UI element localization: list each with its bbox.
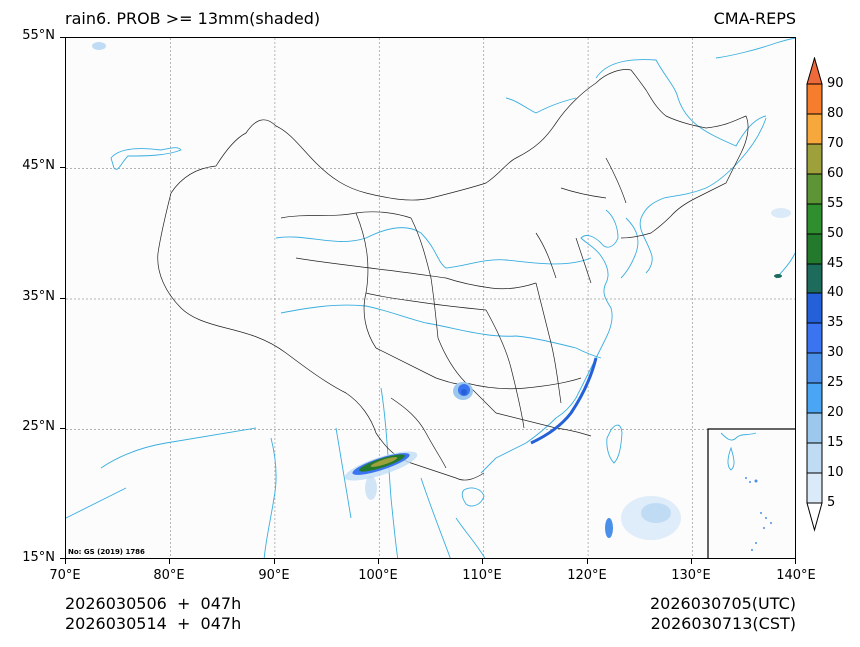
lon-tick-mark xyxy=(169,559,170,564)
lat-tick-mark xyxy=(60,167,65,168)
colorbar-label: 70 xyxy=(827,136,844,151)
lon-tick-mark xyxy=(378,559,379,564)
colorbar-label: 40 xyxy=(827,285,844,300)
colorbar-label: 80 xyxy=(827,106,844,121)
valid-time-block: 2026030705(UTC) 2026030713(CST) xyxy=(650,594,796,634)
colorbar-label: 5 xyxy=(827,495,836,510)
lon-tick-80: 80°E xyxy=(153,568,185,583)
lon-tick-100: 100°E xyxy=(358,568,398,583)
colorbar-label: 10 xyxy=(827,465,844,480)
colorbar-label: 20 xyxy=(827,405,844,420)
lat-tick-mark xyxy=(60,558,65,559)
lon-tick-70: 70°E xyxy=(49,568,81,583)
lon-tick-140: 140°E xyxy=(776,568,816,583)
colorbar-label: 55 xyxy=(827,196,844,211)
lon-tick-120: 120°E xyxy=(567,568,607,583)
lon-tick-mark xyxy=(691,559,692,564)
colorbar-label: 35 xyxy=(827,315,844,330)
map-approval-note: No: GS (2019) 1786 xyxy=(68,548,145,556)
colorbar-label: 30 xyxy=(827,345,844,360)
lat-tick-25: 25°N xyxy=(22,419,55,434)
map-title: rain6. PROB >= 13mm(shaded) xyxy=(65,9,321,28)
colorbar xyxy=(806,57,824,533)
map-panel xyxy=(65,37,796,559)
lat-tick-mark xyxy=(60,428,65,429)
lon-tick-mark xyxy=(795,559,796,564)
lon-tick-130: 130°E xyxy=(671,568,711,583)
colorbar-label: 15 xyxy=(827,435,844,450)
lon-tick-110: 110°E xyxy=(462,568,502,583)
colorbar-label: 50 xyxy=(827,226,844,241)
lon-tick-90: 90°E xyxy=(258,568,290,583)
lat-tick-15: 15°N xyxy=(22,550,55,565)
rain-probability-shading xyxy=(92,42,791,540)
colorbar-label: 60 xyxy=(827,166,844,181)
lat-tick-mark xyxy=(60,37,65,38)
lat-tick-45: 45°N xyxy=(22,158,55,173)
colorbar-label: 25 xyxy=(827,375,844,390)
lon-tick-mark xyxy=(587,559,588,564)
init-time-block: 2026030506 + 047h 2026030514 + 047h xyxy=(65,594,241,634)
lat-tick-35: 35°N xyxy=(22,289,55,304)
valid-time-cst: 2026030713(CST) xyxy=(650,614,796,633)
valid-time-utc: 2026030705(UTC) xyxy=(650,594,796,613)
province-boundaries xyxy=(157,69,749,481)
graticule xyxy=(66,38,795,558)
colorbar-label: 45 xyxy=(827,256,844,271)
init-time-cst: 2026030514 + 047h xyxy=(65,614,242,633)
model-name: CMA-REPS xyxy=(713,9,796,28)
map-canvas xyxy=(66,38,795,558)
init-time-utc: 2026030506 + 047h xyxy=(65,594,242,613)
lat-tick-55: 55°N xyxy=(22,28,55,43)
lon-tick-mark xyxy=(65,559,66,564)
lon-tick-mark xyxy=(274,559,275,564)
lat-tick-mark xyxy=(60,298,65,299)
colorbar-graphic xyxy=(806,57,823,532)
colorbar-label: 90 xyxy=(827,76,844,91)
coastlines xyxy=(66,38,795,558)
lon-tick-mark xyxy=(482,559,483,564)
south-china-sea-inset xyxy=(707,428,795,558)
